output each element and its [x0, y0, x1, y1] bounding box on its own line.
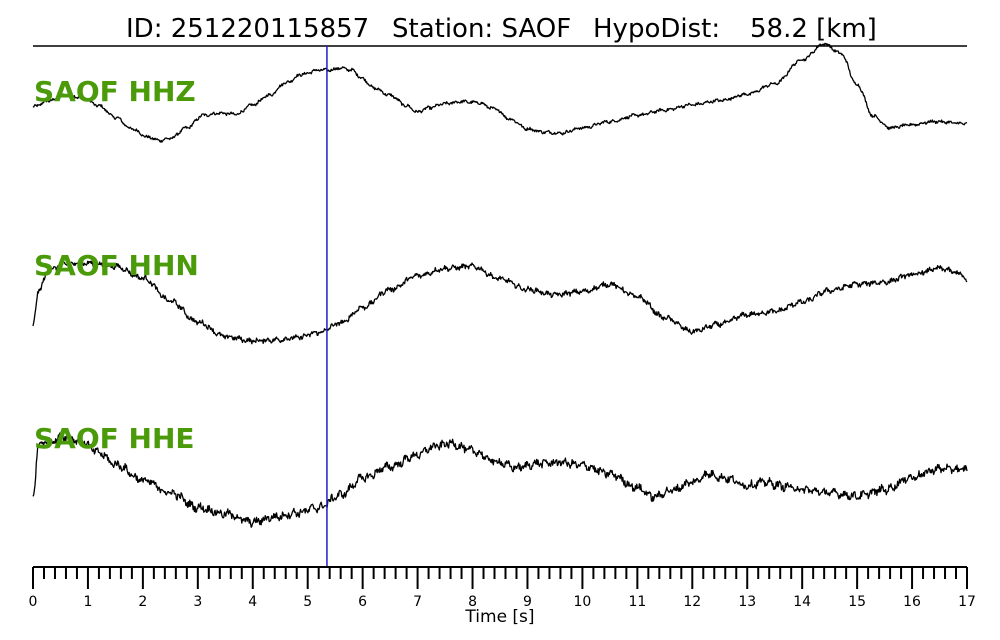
x-tick-label: 16: [903, 594, 921, 610]
x-tick-label: 11: [628, 594, 646, 610]
x-tick-label: 2: [138, 594, 147, 610]
x-tick-label: 9: [523, 594, 532, 610]
x-tick-label: 0: [29, 594, 38, 610]
channel-label-group: SAOF HHZ SAOF HHN SAOF HHE: [34, 75, 199, 455]
x-tick-label: 1: [83, 594, 92, 610]
x-tick-label: 8: [468, 594, 477, 610]
x-axis-label: Time [s]: [464, 607, 534, 627]
title-station: Station: SAOF: [392, 14, 571, 44]
time-axis: 0 1 2 3 4 5 6 7 8 9 10 11 12 13 14 15 16 17: [29, 566, 976, 610]
x-tick-label: 13: [738, 594, 756, 610]
x-tick-label: 5: [303, 594, 312, 610]
title-hypodist-value: 58.2 [km]: [750, 14, 877, 44]
x-tick-label: 14: [793, 594, 811, 610]
x-tick-label: 6: [358, 594, 367, 610]
waveform-trace-saof-hhn: [32, 260, 968, 345]
waveform-trace-saof-hhe: [32, 432, 968, 528]
channel-label-saof-hhe: SAOF HHE: [34, 422, 195, 455]
waveform-trace-saof-hhz: [32, 42, 968, 143]
channel-label-saof-hhz: SAOF HHZ: [34, 75, 196, 108]
trace-group: [32, 42, 968, 528]
x-tick-label: 17: [958, 594, 976, 610]
title-event-id: ID: 251220115857: [126, 14, 369, 44]
x-tick-label: 3: [193, 594, 202, 610]
x-tick-label: 7: [413, 594, 422, 610]
x-tick-label: 10: [573, 594, 591, 610]
x-tick-label: 12: [683, 594, 701, 610]
x-tick-label: 15: [848, 594, 866, 610]
channel-label-saof-hhn: SAOF HHN: [34, 249, 199, 282]
x-tick-label: 4: [248, 594, 257, 610]
title-hypodist-label: HypoDist:: [593, 14, 720, 44]
